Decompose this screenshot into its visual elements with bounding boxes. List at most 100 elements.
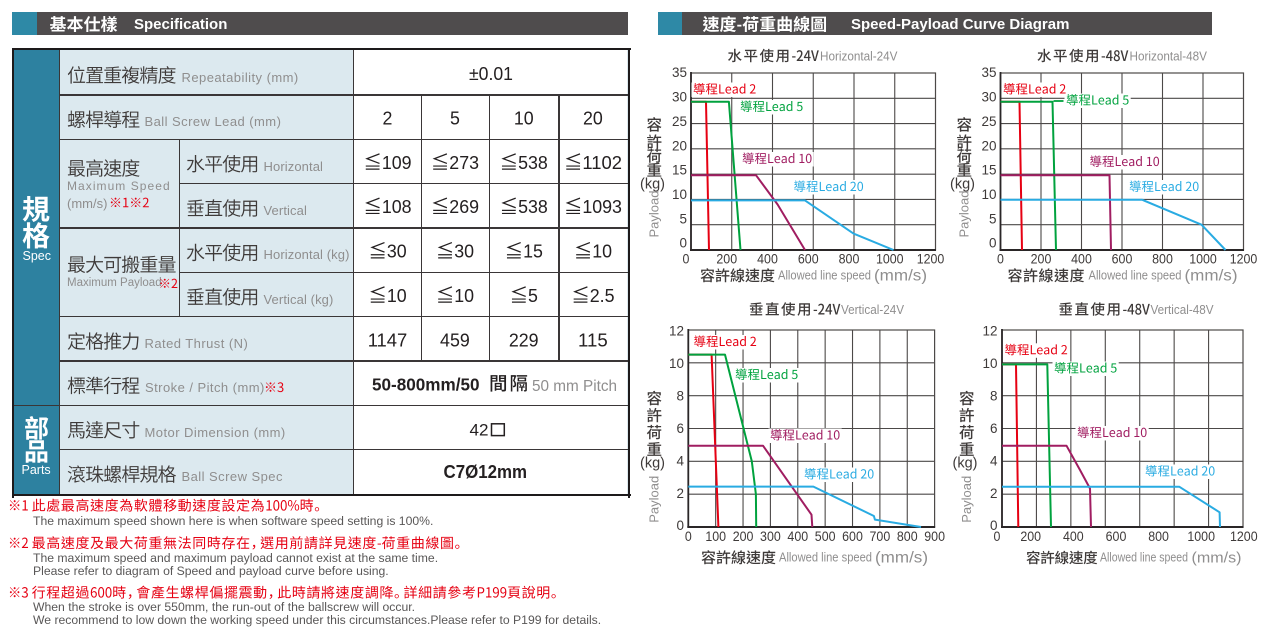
svg-text:200: 200 (733, 528, 754, 544)
svg-text:538: 538 (518, 196, 548, 217)
svg-text:0: 0 (997, 250, 1004, 266)
svg-text:0: 0 (994, 528, 1001, 544)
svg-text:600: 600 (842, 528, 863, 544)
svg-text:Horizontal-24V: Horizontal-24V (820, 49, 898, 64)
svg-text:C7Ø12mm: C7Ø12mm (444, 462, 528, 482)
svg-text:600: 600 (1106, 528, 1127, 544)
svg-text:(kg): (kg) (950, 176, 975, 192)
svg-text:100: 100 (705, 528, 726, 544)
svg-text:500: 500 (815, 528, 836, 544)
svg-text:273: 273 (449, 152, 479, 173)
svg-text:(mm/s): (mm/s) (1185, 268, 1238, 285)
svg-text:10: 10 (514, 108, 534, 129)
svg-text:Vertical-48V: Vertical-48V (1151, 302, 1214, 317)
svg-text:20: 20 (583, 108, 603, 129)
svg-text:4: 4 (990, 452, 998, 468)
svg-text:Payload: Payload (959, 476, 974, 523)
svg-text:538: 538 (518, 152, 548, 173)
svg-text:10: 10 (983, 355, 998, 371)
svg-text:10: 10 (454, 285, 474, 306)
svg-text:10: 10 (387, 285, 407, 306)
svg-text:42: 42 (470, 421, 489, 440)
svg-text:1093: 1093 (582, 196, 622, 217)
svg-text:12: 12 (669, 323, 684, 339)
svg-text:8: 8 (990, 388, 998, 404)
svg-text:35: 35 (982, 64, 997, 80)
svg-text:1200: 1200 (1230, 250, 1258, 266)
svg-text:30: 30 (672, 89, 687, 105)
svg-text:25: 25 (982, 113, 997, 129)
svg-text:900: 900 (924, 528, 945, 544)
svg-text:5: 5 (450, 108, 460, 129)
svg-text:1102: 1102 (582, 152, 622, 173)
svg-text:2: 2 (383, 108, 393, 129)
svg-text:600: 600 (1112, 250, 1133, 266)
svg-text:200: 200 (1020, 528, 1041, 544)
svg-text:400: 400 (787, 528, 808, 544)
svg-text:(mm/s): (mm/s) (874, 268, 927, 285)
svg-text:15: 15 (672, 162, 687, 178)
svg-text:10: 10 (592, 241, 612, 262)
svg-text:15: 15 (523, 241, 543, 262)
svg-text:0: 0 (685, 528, 692, 544)
svg-text:15: 15 (982, 162, 997, 178)
svg-text:(mm/s): (mm/s) (1192, 550, 1242, 567)
svg-text:400: 400 (757, 250, 778, 266)
svg-text:35: 35 (672, 64, 687, 80)
svg-text:0: 0 (683, 250, 690, 266)
svg-text:109: 109 (382, 152, 412, 173)
svg-text:800: 800 (897, 528, 918, 544)
svg-text:700: 700 (870, 528, 891, 544)
svg-text:10: 10 (982, 186, 997, 202)
svg-text:2: 2 (677, 485, 685, 501)
svg-text:25: 25 (672, 113, 687, 129)
svg-text:8: 8 (677, 388, 685, 404)
svg-text:20: 20 (982, 137, 997, 153)
svg-text:5: 5 (528, 285, 538, 306)
svg-text:50 mm Pitch: 50 mm Pitch (532, 378, 617, 395)
svg-text:1147: 1147 (368, 329, 408, 350)
svg-text:(kg): (kg) (640, 176, 665, 192)
svg-text:4: 4 (677, 452, 685, 468)
svg-text:30: 30 (454, 241, 474, 262)
svg-text:12: 12 (983, 323, 998, 339)
svg-text:0: 0 (680, 235, 688, 251)
svg-text:Allowed line speed: Allowed line speed (1100, 550, 1188, 565)
svg-text:200: 200 (716, 250, 737, 266)
svg-text:10: 10 (672, 186, 687, 202)
svg-text:800: 800 (1152, 250, 1173, 266)
svg-text:Allowed line speed: Allowed line speed (1089, 268, 1182, 283)
svg-text:0: 0 (677, 517, 685, 533)
svg-text:229: 229 (509, 329, 539, 350)
svg-text:Payload: Payload (647, 476, 662, 523)
svg-text:1200: 1200 (917, 250, 945, 266)
svg-text:20: 20 (672, 137, 687, 153)
svg-text:Vertical-24V: Vertical-24V (841, 302, 904, 317)
svg-text:200: 200 (1031, 250, 1052, 266)
svg-text:800: 800 (839, 250, 860, 266)
svg-text:50-800mm/50: 50-800mm/50 (372, 374, 480, 394)
svg-text:Allowed line speed: Allowed line speed (778, 268, 871, 283)
svg-text:2.5: 2.5 (590, 285, 615, 306)
svg-text:Payload: Payload (957, 191, 972, 238)
svg-text:30: 30 (982, 89, 997, 105)
svg-text:(kg): (kg) (953, 455, 978, 471)
svg-text:400: 400 (1063, 528, 1084, 544)
svg-text:1200: 1200 (1230, 528, 1258, 544)
svg-text:6: 6 (990, 420, 998, 436)
svg-text:±0.01: ±0.01 (469, 63, 513, 84)
svg-text:5: 5 (680, 210, 688, 226)
svg-text:6: 6 (677, 420, 685, 436)
svg-text:108: 108 (382, 196, 412, 217)
svg-text:600: 600 (798, 250, 819, 266)
svg-text:800: 800 (1148, 528, 1169, 544)
svg-text:1000: 1000 (1187, 528, 1215, 544)
svg-text:Payload: Payload (647, 191, 662, 238)
svg-text:269: 269 (449, 196, 479, 217)
svg-text:115: 115 (578, 329, 608, 350)
svg-text:1000: 1000 (876, 250, 904, 266)
svg-text:(kg): (kg) (640, 455, 665, 471)
svg-text:0: 0 (989, 235, 997, 251)
svg-text:1000: 1000 (1189, 250, 1217, 266)
svg-text:10: 10 (669, 355, 684, 371)
